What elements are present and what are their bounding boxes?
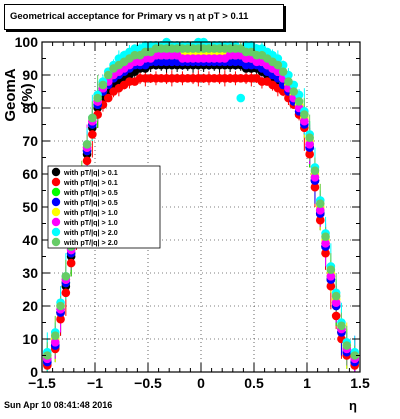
legend-marker: [51, 237, 61, 247]
legend-box: [47, 165, 161, 249]
data-point: [331, 298, 341, 308]
data-point: [284, 77, 293, 86]
data-point: [103, 93, 113, 103]
data-point: [289, 87, 299, 96]
data-point: [326, 265, 336, 275]
y-tick-label: 90: [22, 67, 38, 83]
x-tick-label: −1: [87, 375, 103, 391]
data-point: [342, 341, 352, 350]
data-point: [310, 182, 320, 192]
data-point: [82, 140, 92, 149]
data-point: [321, 232, 330, 241]
legend-marker: [51, 187, 61, 197]
data-point: [315, 199, 325, 208]
y-tick-label: 60: [22, 166, 38, 182]
data-point: [305, 149, 314, 159]
x-tick-label: −0.5: [134, 375, 162, 391]
x-tick-label: 1.5: [350, 375, 370, 391]
data-point: [103, 70, 113, 80]
y-tick-label: 0: [30, 364, 38, 380]
legend-label: with pT/|q| > 2.0: [63, 228, 118, 237]
data-point: [305, 133, 314, 142]
data-point: [326, 272, 336, 281]
data-point: [66, 258, 76, 268]
y-tick-label: 20: [22, 298, 38, 314]
y-tick-label: 10: [22, 331, 38, 347]
data-point: [321, 248, 330, 258]
data-point: [337, 321, 346, 331]
data-point: [93, 93, 102, 103]
data-point: [310, 166, 320, 175]
data-point: [331, 311, 341, 321]
y-tick-label: 50: [22, 199, 38, 215]
legend-label: with pT/|q| > 0.5: [63, 198, 118, 207]
legend-label: with pT/|q| > 0.5: [63, 188, 118, 197]
x-tick-label: −1.5: [28, 375, 56, 391]
data-point: [305, 140, 314, 149]
data-point: [315, 206, 325, 215]
legend-marker: [51, 167, 61, 177]
data-point: [300, 110, 309, 119]
data-point: [273, 60, 283, 70]
data-point: [56, 301, 65, 311]
data-point: [331, 291, 341, 301]
x-axis-label: η: [349, 398, 357, 413]
legend-label: with pT/|q| > 1.0: [63, 218, 118, 227]
data-point: [321, 239, 330, 248]
data-point: [88, 130, 97, 139]
data-point: [50, 331, 60, 341]
y-tick-label: 70: [22, 133, 38, 149]
legend-marker: [51, 207, 61, 217]
data-point: [315, 215, 325, 225]
data-point: [326, 281, 336, 291]
data-point: [300, 116, 309, 126]
data-point: [350, 351, 360, 360]
timestamp-footer: Sun Apr 10 08:41:48 2016: [4, 400, 113, 410]
data-point: [61, 288, 71, 298]
legend-marker: [51, 197, 61, 207]
y-tick-label: 100: [15, 34, 39, 50]
legend-label: with pT/|q| > 0.1: [63, 178, 118, 187]
data-point: [56, 314, 65, 324]
legend-marker: [51, 227, 61, 237]
data-point: [50, 338, 60, 347]
x-tick-label: 0.5: [244, 375, 264, 391]
x-tick-label: 1: [303, 375, 311, 391]
y-tick-label: 80: [22, 100, 38, 116]
chart-title: Geometrical acceptance for Primary vs η …: [4, 4, 284, 30]
legend-label: with pT/|q| > 2.0: [63, 238, 118, 247]
data-point: [98, 80, 108, 90]
data-point: [278, 67, 288, 76]
y-axis-label: GeomA (%): [2, 68, 36, 122]
legend-marker: [51, 177, 61, 187]
data-point: [61, 272, 71, 281]
y-tick-label: 40: [22, 232, 38, 248]
y-tick-label: 30: [22, 265, 38, 281]
data-point: [236, 93, 246, 103]
data-point: [88, 113, 97, 123]
legend-label: with pT/|q| > 0.1: [63, 168, 118, 177]
data-point: [294, 97, 304, 106]
data-point: [82, 156, 92, 166]
x-tick-label: 0: [197, 375, 205, 391]
legend-label: with pT/|q| > 1.0: [63, 208, 118, 217]
legend-marker: [51, 217, 61, 227]
data-point: [310, 173, 320, 182]
data-point: [43, 351, 52, 360]
